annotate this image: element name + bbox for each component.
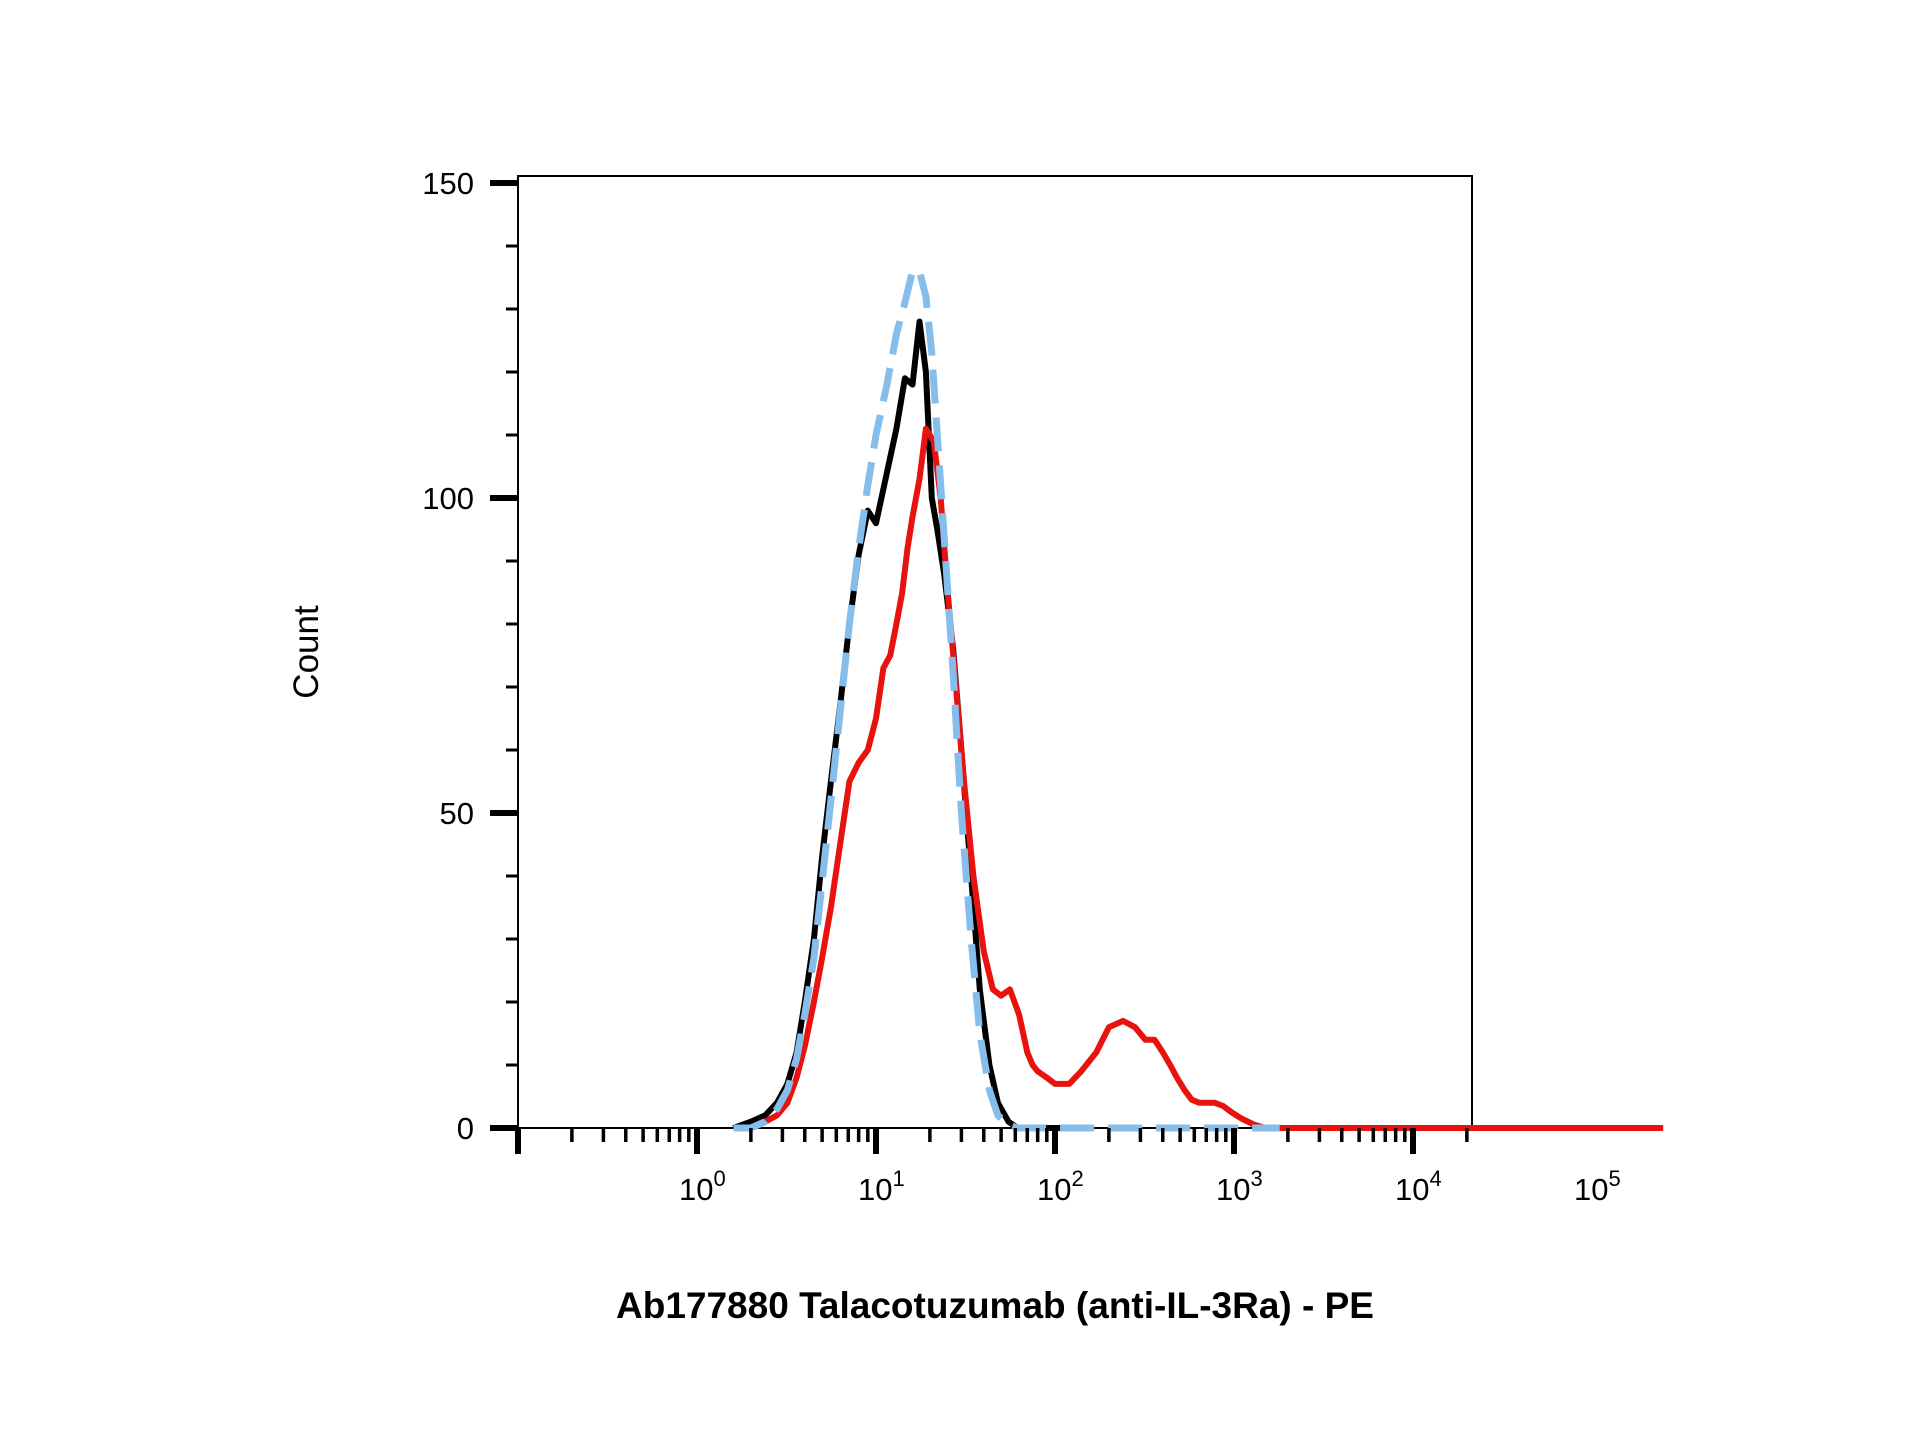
x-tick-exponent: 4 <box>1429 1166 1441 1191</box>
x-tick-label: 103 <box>1216 1166 1263 1207</box>
y-tick-label: 150 <box>422 166 474 201</box>
x-tick-exponent: 3 <box>1250 1166 1262 1191</box>
x-tick-label: 102 <box>1037 1166 1084 1207</box>
x-tick-label: 104 <box>1395 1166 1442 1207</box>
x-tick-base: 10 <box>1216 1172 1250 1207</box>
x-tick-exponent: 1 <box>892 1166 904 1191</box>
plot-frame <box>517 175 1473 1129</box>
x-tick-base: 10 <box>679 1172 713 1207</box>
series-line-0 <box>732 318 1076 1131</box>
x-tick-base: 10 <box>858 1172 892 1207</box>
y-tick-label: 0 <box>457 1111 474 1146</box>
y-axis-title: Count <box>287 605 326 699</box>
series-line-2 <box>733 425 1664 1131</box>
x-tick-base: 10 <box>1037 1172 1071 1207</box>
series-layer <box>732 267 1664 1132</box>
series-line-1 <box>733 267 1280 1132</box>
y-tick-label: 50 <box>440 796 474 831</box>
x-tick-exponent: 2 <box>1071 1166 1083 1191</box>
y-tick-label: 100 <box>422 481 474 516</box>
x-tick-exponent: 5 <box>1608 1166 1620 1191</box>
x-tick-label: 105 <box>1574 1166 1621 1207</box>
y-axis: 0 50 100 150 <box>422 166 518 1146</box>
x-axis-title: Ab177880 Talacotuzumab (anti-IL-3Ra) - P… <box>616 1285 1374 1326</box>
x-axis: 100 101 102 103 104 105 <box>515 1128 1621 1207</box>
x-tick-label: 100 <box>679 1166 726 1207</box>
x-tick-base: 10 <box>1574 1172 1608 1207</box>
x-tick-exponent: 0 <box>713 1166 725 1191</box>
x-tick-label: 101 <box>858 1166 905 1207</box>
x-tick-base: 10 <box>1395 1172 1429 1207</box>
